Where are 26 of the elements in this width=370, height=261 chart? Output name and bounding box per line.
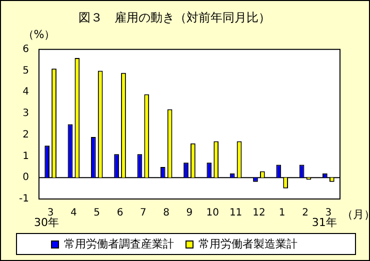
x-tick-label: 5 <box>94 208 100 219</box>
text: 31年 <box>312 216 337 229</box>
y-tick-label: -1 <box>18 194 29 205</box>
x-tick-label: 11 <box>229 208 242 219</box>
x-tick-label: 1 <box>278 208 286 219</box>
y-tick-label: 4 <box>22 86 29 98</box>
x-tick-label: 4 <box>70 208 77 219</box>
y-tick-label: 1 <box>22 150 29 162</box>
text: （月） <box>342 208 370 221</box>
legend-label: 常用労働者調査産業計 <box>64 237 174 250</box>
legend-label: 常用労働者製造業計 <box>198 237 298 250</box>
y-tick-label: 5 <box>22 65 29 76</box>
y-tick-label: 3 <box>22 108 29 120</box>
text: 30年 <box>34 216 60 229</box>
y-tick-label: 6 <box>22 44 29 55</box>
y-tick-label: 2 <box>22 129 29 140</box>
x-tick-label: 8 <box>163 208 170 219</box>
y-tick-label: 0 <box>22 172 29 184</box>
x-tick-label: 12 <box>252 208 266 219</box>
x-tick-label: 9 <box>186 208 193 219</box>
chart-title: 図３ 雇用の動き（対前年同月比） <box>78 10 270 24</box>
y-axis-title: （%） <box>22 28 56 41</box>
x-tick-label: 2 <box>302 208 308 219</box>
x-tick-label: 6 <box>116 208 124 219</box>
x-tick-label: 7 <box>140 208 146 219</box>
x-tick-label: 10 <box>206 208 220 219</box>
